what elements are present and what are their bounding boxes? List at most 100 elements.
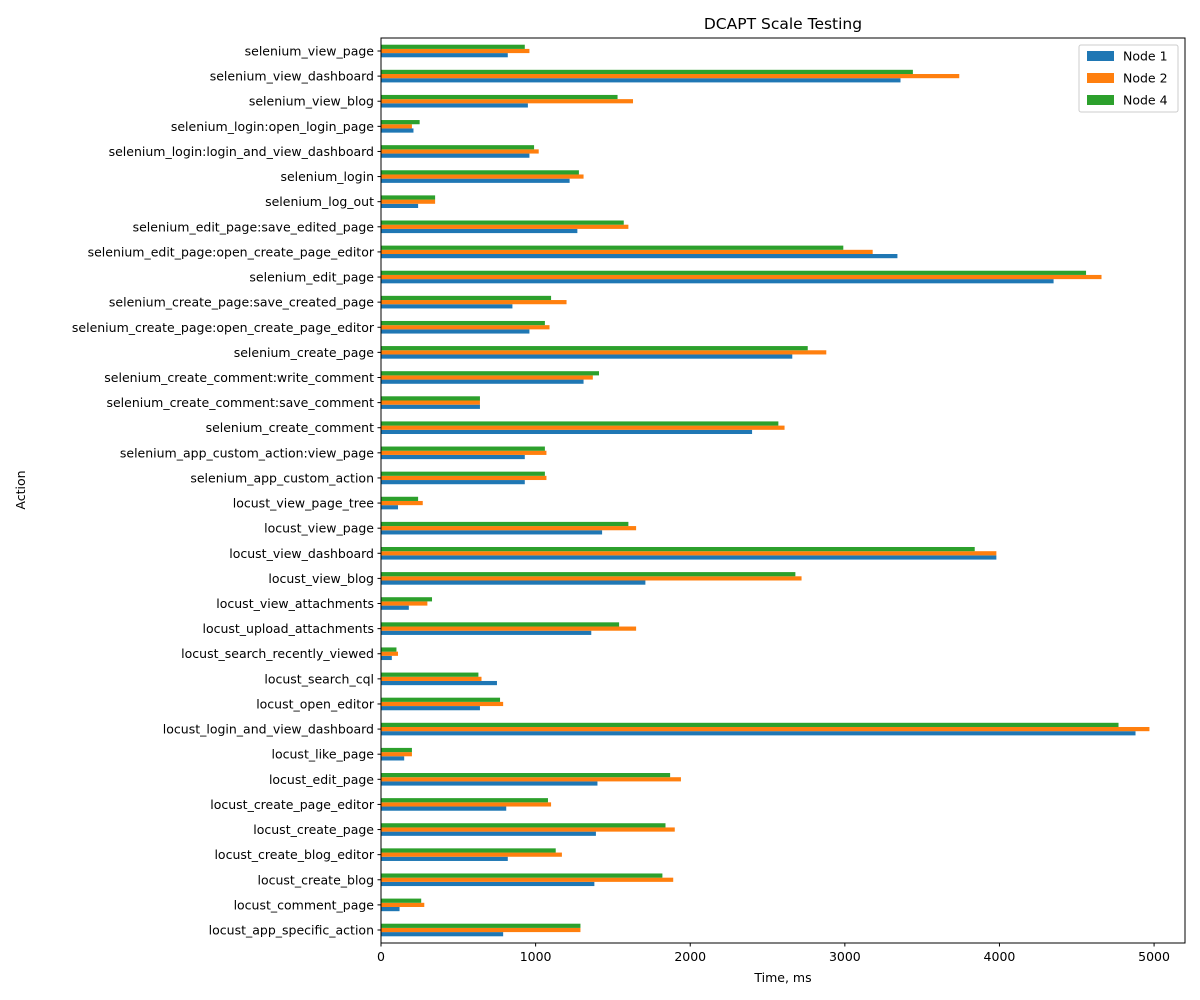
bar-node-2-24 [381, 651, 399, 656]
bar-node-2-32 [381, 852, 562, 857]
bar-node-1-32 [381, 856, 508, 861]
bar-node-4-7 [381, 220, 624, 225]
bar-node-4-35 [381, 923, 581, 928]
bar-node-4-29 [381, 773, 671, 778]
bar-node-4-16 [381, 446, 545, 451]
y-tick-label: selenium_login:open_login_page [171, 119, 374, 134]
bar-node-1-30 [381, 806, 507, 811]
bar-node-4-6 [381, 195, 436, 200]
y-tick-label: locust_view_attachments [216, 596, 374, 611]
bar-node-1-18 [381, 505, 399, 510]
bar-node-1-25 [381, 680, 497, 686]
y-tick-label: selenium_log_out [265, 194, 374, 209]
bar-node-4-3 [381, 120, 420, 125]
y-tick-label: locust_search_cql [264, 671, 374, 686]
x-tick-label: 5000 [1138, 949, 1170, 964]
bar-node-4-11 [381, 320, 545, 326]
y-tick-label: locust_create_blog_editor [214, 847, 374, 862]
bar-node-4-33 [381, 873, 663, 878]
bar-node-2-13 [381, 375, 593, 380]
bar-node-4-23 [381, 622, 620, 627]
bar-node-4-28 [381, 747, 412, 753]
bar-node-2-12 [381, 350, 827, 355]
bar-node-2-22 [381, 601, 428, 606]
y-tick-label: locust_upload_attachments [202, 621, 374, 636]
bar-node-2-18 [381, 500, 423, 506]
x-tick-label: 3000 [829, 949, 861, 964]
bar-node-4-2 [381, 94, 618, 100]
y-axis-ticks: selenium_view_page selenium_view_dashboar… [72, 44, 381, 938]
bar-node-4-24 [381, 647, 397, 652]
bar-node-1-24 [381, 655, 392, 661]
bar-node-1-8 [381, 254, 898, 259]
bar-node-2-14 [381, 400, 480, 405]
y-tick-label: selenium_create_page:open_create_page_ed… [72, 320, 375, 335]
x-tick-label: 1000 [520, 949, 552, 964]
x-axis-ticks: 0 1000 2000 3000 4000 5000 [377, 943, 1170, 964]
bar-node-1-35 [381, 932, 504, 937]
bar-node-4-10 [381, 295, 552, 301]
bar-node-1-22 [381, 605, 409, 610]
y-axis-label: Action [13, 470, 28, 509]
y-tick-label: selenium_app_custom_action:view_page [120, 445, 374, 460]
bar-node-4-17 [381, 471, 545, 476]
bar-node-2-1 [381, 74, 960, 79]
bar-node-4-14 [381, 396, 480, 401]
bar-node-1-7 [381, 228, 578, 234]
bar-node-4-26 [381, 697, 501, 702]
bar-node-4-18 [381, 496, 419, 501]
bar-node-1-29 [381, 781, 598, 786]
bar-node-2-28 [381, 752, 412, 757]
bar-node-4-12 [381, 346, 808, 351]
bar-node-1-9 [381, 279, 1054, 284]
bar-node-2-35 [381, 927, 581, 933]
bar-node-1-28 [381, 756, 405, 761]
bar-node-4-30 [381, 798, 548, 803]
y-tick-label: locust_create_page [253, 822, 374, 837]
bar-node-2-21 [381, 576, 802, 581]
bar-node-2-3 [381, 124, 412, 129]
y-tick-label: locust_search_recently_viewed [181, 646, 374, 661]
bar-node-2-10 [381, 300, 567, 305]
bar-node-2-33 [381, 877, 674, 882]
bar-node-2-25 [381, 676, 482, 681]
y-tick-label: locust_view_page [264, 521, 374, 536]
legend-label: Node 1 [1123, 49, 1168, 64]
y-tick-label: locust_view_blog [268, 571, 374, 586]
bar-node-1-11 [381, 329, 530, 334]
x-tick-label: 2000 [674, 949, 706, 964]
bar-node-1-21 [381, 580, 646, 585]
bar-node-2-19 [381, 526, 637, 531]
bar-node-4-0 [381, 44, 525, 49]
bar-node-4-9 [381, 270, 1087, 275]
bar-node-2-6 [381, 199, 436, 204]
bar-node-2-27 [381, 726, 1150, 732]
y-tick-label: selenium_edit_page:open_create_page_edit… [88, 244, 375, 259]
legend-label: Node 4 [1123, 93, 1168, 108]
bar-node-1-10 [381, 304, 513, 309]
bar-node-4-1 [381, 69, 913, 75]
bar-node-4-4 [381, 145, 535, 150]
bar-node-2-7 [381, 224, 629, 229]
legend: Node 1 Node 2 Node 4 [1078, 44, 1179, 113]
y-tick-label: locust_open_editor [256, 696, 375, 711]
bar-node-1-15 [381, 429, 753, 435]
y-tick-label: locust_edit_page [269, 772, 374, 787]
bar-node-2-34 [381, 902, 425, 907]
bar-node-1-5 [381, 178, 570, 183]
y-tick-label: locust_app_specific_action [209, 923, 374, 938]
y-tick-label: locust_login_and_view_dashboard [163, 722, 374, 737]
bar-node-2-4 [381, 149, 539, 154]
bar-node-2-17 [381, 475, 547, 481]
bar-node-4-5 [381, 170, 579, 175]
bar-node-1-6 [381, 203, 419, 208]
bar-node-2-30 [381, 802, 552, 807]
bar-node-2-5 [381, 174, 584, 179]
bar-node-2-2 [381, 99, 634, 104]
legend-swatch-node-2 [1087, 73, 1114, 83]
bar-node-1-12 [381, 354, 793, 359]
y-tick-label: locust_create_blog [258, 872, 375, 887]
legend-swatch-node-1 [1087, 51, 1114, 61]
bar-node-2-11 [381, 325, 550, 330]
